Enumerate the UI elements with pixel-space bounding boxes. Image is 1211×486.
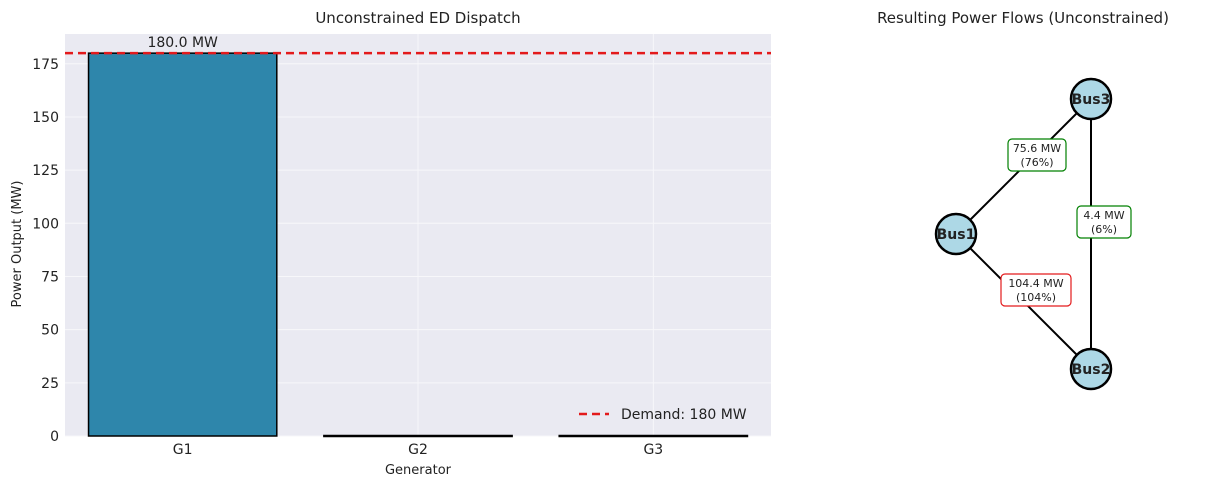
node-bus1 (934, 212, 978, 256)
bar-g3 (558, 434, 749, 438)
flow-label-bus3-bus2: 4.4 MW(6%) (1076, 205, 1132, 239)
flow-label-box (1076, 205, 1132, 239)
y-tick-label: 25 (41, 376, 59, 392)
y-tick-label: 150 (32, 110, 59, 126)
node-label-bus3: Bus3 (1072, 92, 1111, 108)
node-bus2 (1069, 347, 1113, 391)
x-tick-label: G2 (408, 442, 428, 458)
chart-title: Unconstrained ED Dispatch (315, 9, 520, 27)
bar-value-label: 180.0 MW (147, 35, 218, 51)
y-tick-label: 0 (50, 429, 59, 445)
dispatch-bar-chart: 180.0 MW 0 25 50 75 100 125 150 175 G1 G2 G3 Uncon… (10, 9, 771, 478)
flow-value: 75.6 MW (1013, 142, 1061, 155)
flow-label-bus1-bus3: 75.6 MW(76%) (1007, 138, 1067, 172)
node-bus3 (1069, 77, 1113, 121)
y-tick-label: 75 (41, 269, 59, 285)
bar-g1 (87, 52, 278, 437)
flow-label-bus1-bus2: 104.4 MW(104%) (1000, 273, 1072, 307)
flow-value: 4.4 MW (1083, 209, 1124, 222)
flow-loading: (6%) (1091, 223, 1117, 236)
flow-labels: 75.6 MW(76%)4.4 MW(6%)104.4 MW(104%) (1000, 138, 1132, 307)
y-tick-label: 100 (32, 216, 59, 232)
legend: Demand: 180 MW (579, 407, 747, 423)
x-axis-label: Generator (385, 463, 452, 478)
flow-loading: (76%) (1020, 156, 1053, 169)
flow-label-box (1007, 138, 1067, 172)
y-tick-label: 175 (32, 57, 59, 73)
legend-demand-label: Demand: 180 MW (621, 407, 747, 423)
flow-value: 104.4 MW (1008, 277, 1063, 290)
x-tick-label: G1 (173, 442, 193, 458)
node-label-bus1: Bus1 (937, 227, 976, 243)
network-title: Resulting Power Flows (Unconstrained) (877, 9, 1169, 27)
axis-ticks: 0 25 50 75 100 125 150 175 G1 G2 G3 (32, 57, 663, 458)
y-axis-label: Power Output (MW) (10, 181, 25, 308)
flow-loading: (104%) (1016, 291, 1056, 304)
bar-g2 (323, 434, 513, 438)
y-tick-label: 125 (32, 163, 59, 179)
power-flow-network: Resulting Power Flows (Unconstrained) 75… (877, 9, 1169, 391)
bars: 180.0 MW (87, 35, 749, 438)
flow-label-box (1000, 273, 1072, 307)
node-label-bus2: Bus2 (1072, 362, 1111, 378)
network-nodes: Bus1 Bus2 Bus3 (934, 77, 1113, 391)
y-tick-label: 50 (41, 323, 59, 339)
x-tick-label: G3 (643, 442, 663, 458)
